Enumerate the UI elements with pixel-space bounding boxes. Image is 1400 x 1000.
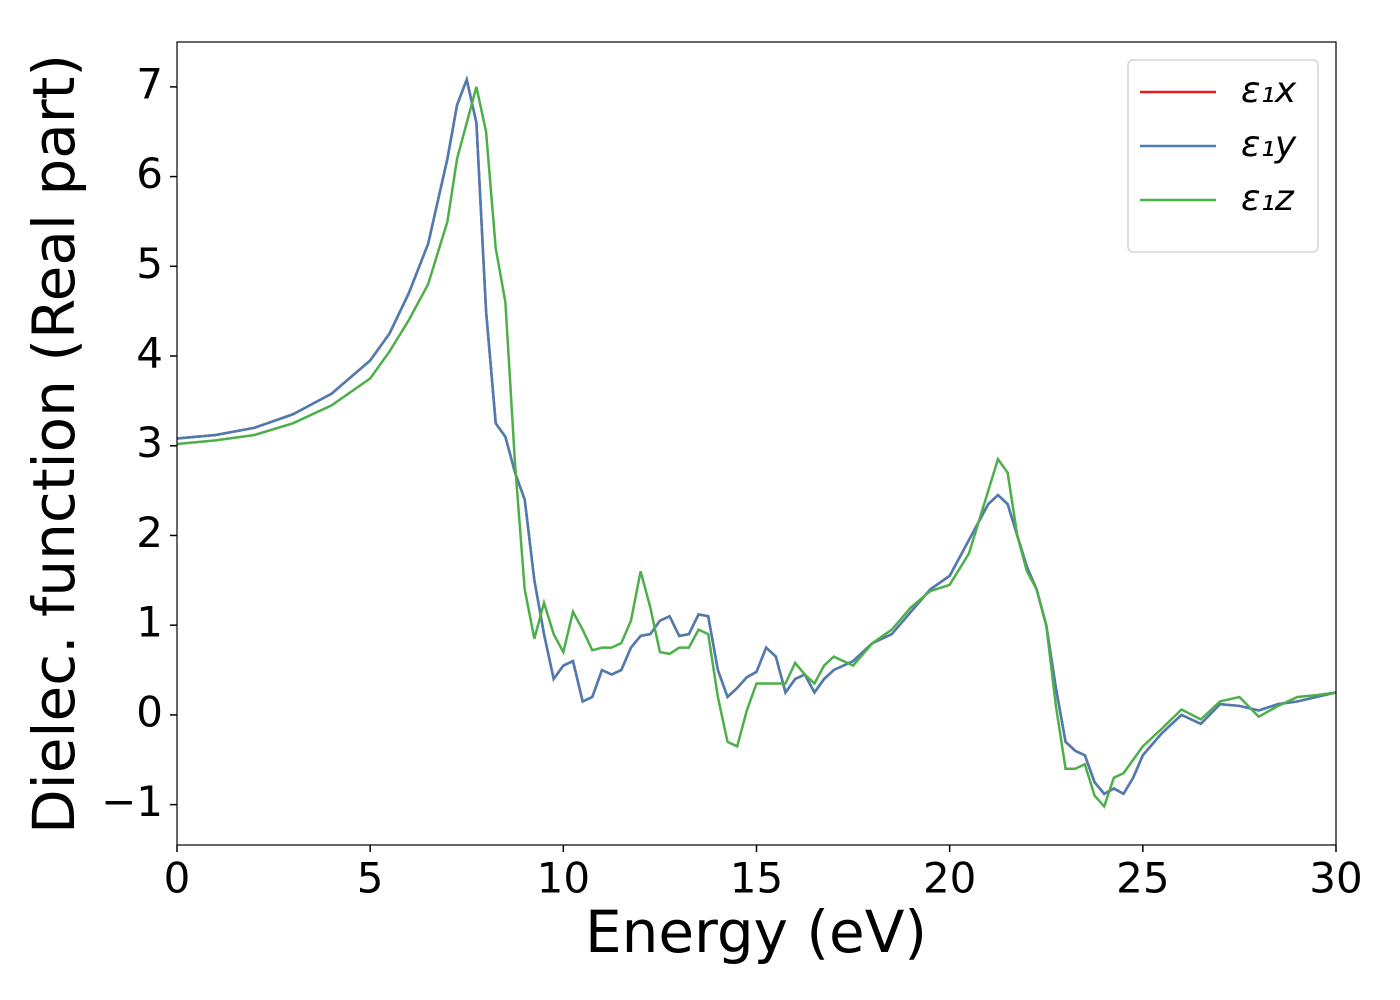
y-tick-label: 1 — [136, 598, 163, 647]
x-tick-label: 15 — [730, 854, 783, 903]
x-tick-label: 5 — [357, 854, 384, 903]
legend-label: ε₁x — [1241, 70, 1297, 111]
x-tick-label: 10 — [537, 854, 590, 903]
y-tick-label: 5 — [136, 239, 163, 288]
y-tick-label: 3 — [136, 418, 163, 467]
y-tick-label: 2 — [136, 508, 163, 557]
plot-frame — [176, 41, 1337, 846]
x-tick-label: 20 — [923, 854, 976, 903]
data-line — [177, 86, 1336, 809]
x-tick-label: 0 — [164, 854, 191, 903]
y-tick-label: 4 — [136, 329, 163, 378]
y-tick-label: −1 — [101, 777, 163, 826]
x-tick-label: 30 — [1309, 854, 1362, 903]
legend-label: ε₁z — [1241, 178, 1295, 219]
y-axis-label: Dielec. function (Real part) — [20, 54, 88, 834]
legend-label: ε₁y — [1241, 124, 1297, 165]
x-axis-label: Energy (eV) — [585, 898, 927, 966]
y-tick-label: 7 — [136, 59, 163, 108]
legend-box — [1127, 59, 1319, 253]
x-tick-label: 25 — [1116, 854, 1169, 903]
data-line — [177, 75, 1336, 796]
y-tick-label: 0 — [136, 687, 163, 736]
y-tick-label: 6 — [136, 149, 163, 198]
